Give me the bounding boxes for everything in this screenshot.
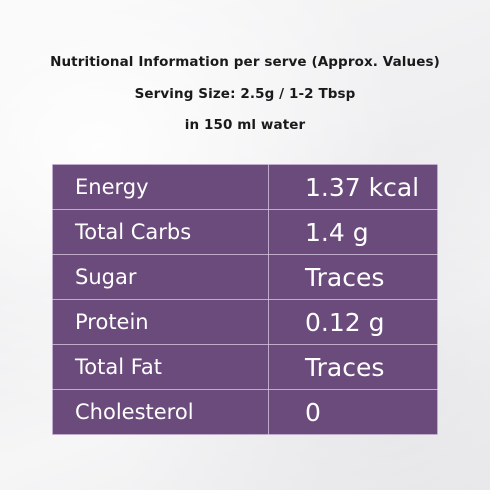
nutrient-value: 1.37 kcal <box>268 164 438 210</box>
nutrient-label: Total Fat <box>52 344 269 390</box>
serving-size-text: Serving Size: 2.5g / 1-2 Tbsp <box>134 86 356 102</box>
serving-water-text: in 150 ml water <box>184 117 306 133</box>
nutrient-value: Traces <box>268 344 438 390</box>
table-row-total-fat: Total Fat Traces <box>52 344 438 390</box>
table-row-total-carbs: Total Carbs 1.4 g <box>52 209 438 255</box>
nutrient-label: Total Carbs <box>52 209 269 255</box>
nutrient-label: Sugar <box>52 254 269 300</box>
table-row-sugar: Sugar Traces <box>52 254 438 300</box>
table-row-energy: Energy 1.37 kcal <box>52 164 438 210</box>
nutrient-value: 0 <box>268 389 438 435</box>
nutrient-label: Cholesterol <box>52 389 269 435</box>
nutrient-label: Protein <box>52 299 269 345</box>
table-row-cholesterol: Cholesterol 0 <box>52 389 438 435</box>
table-row-protein: Protein 0.12 g <box>52 299 438 345</box>
nutrition-table: Energy 1.37 kcal Total Carbs 1.4 g Sugar… <box>52 164 438 435</box>
nutrient-value: 0.12 g <box>268 299 438 345</box>
nutrition-title: Nutritional Information per serve (Appro… <box>50 54 440 70</box>
nutrient-value: Traces <box>268 254 438 300</box>
nutrient-value: 1.4 g <box>268 209 438 255</box>
nutrient-label: Energy <box>52 164 269 210</box>
